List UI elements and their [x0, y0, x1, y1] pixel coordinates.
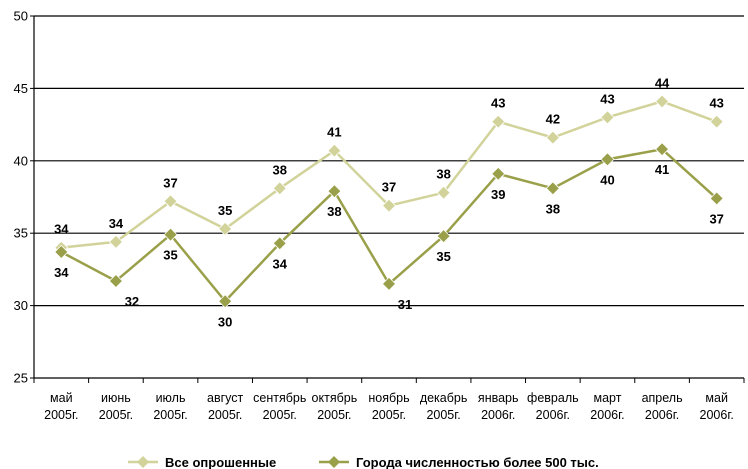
- x-tick-label-year: 2005г.: [317, 408, 351, 422]
- legend: Все опрошенные Города численностью более …: [128, 455, 599, 469]
- legend-label: Все опрошенные: [165, 455, 276, 469]
- x-tick-label-month: май: [50, 391, 73, 405]
- y-tick-label: 30: [14, 298, 28, 313]
- data-point-marker-series-2: [108, 273, 123, 289]
- data-point-marker-series-1: [436, 185, 451, 200]
- data-label-series-2: 30: [218, 314, 232, 329]
- data-point-marker-series-2: [655, 142, 670, 157]
- data-point-marker-series-1: [709, 114, 724, 129]
- data-point-marker-series-1: [272, 181, 287, 196]
- data-label-series-1: 38: [273, 162, 287, 177]
- x-tick-label-month: январь: [478, 391, 519, 405]
- data-label-series-2: 40: [600, 172, 614, 187]
- x-tick-label-month: май: [705, 391, 728, 405]
- y-tick-label: 45: [14, 81, 28, 96]
- legend-swatch-marker: [137, 456, 149, 468]
- x-tick-label-year: 2005г.: [208, 408, 242, 422]
- data-label-series-1: 37: [163, 175, 177, 190]
- x-tick-label-month: июль: [156, 391, 186, 405]
- x-tick-label-year: 2005г.: [44, 408, 78, 422]
- x-tick-label-year: 2006г.: [481, 408, 515, 422]
- x-tick-label-year: 2005г.: [153, 408, 187, 422]
- data-labels: 34 34 37 35 38 41 37 38 43 42 43 44 43 34 32 35 30 34 38 31…: [54, 75, 724, 329]
- data-point-marker-series-1: [381, 198, 397, 213]
- x-tick-label-year: 2006г.: [645, 408, 679, 422]
- data-point-marker-series-2: [218, 294, 233, 309]
- y-tick-label: 35: [14, 226, 28, 241]
- data-label-series-2: 35: [163, 248, 177, 263]
- x-tick-label-year: 2005г.: [99, 408, 133, 422]
- data-label-series-1: 42: [546, 112, 560, 127]
- data-point-marker-series-2: [381, 276, 397, 291]
- data-point-marker-series-1: [327, 143, 342, 158]
- legend-label: Города численностью более 500 тыс.: [356, 455, 599, 469]
- y-tick-label: 50: [14, 9, 28, 24]
- data-label-series-1: 35: [218, 203, 232, 218]
- x-tick-label-year: 2006г.: [700, 408, 734, 422]
- data-label-series-2: 37: [709, 211, 723, 226]
- x-tick-label-month: апрель: [642, 391, 683, 405]
- data-label-series-2: 34: [54, 265, 69, 280]
- data-label-series-1: 37: [382, 180, 396, 195]
- x-tick-label-month: август: [207, 391, 244, 405]
- data-point-marker-series-2: [327, 184, 342, 199]
- data-point-marker-series-2: [163, 227, 178, 242]
- data-point-marker-series-1: [218, 221, 233, 236]
- data-point-marker-series-1: [655, 94, 670, 109]
- data-label-series-1: 34: [109, 216, 124, 231]
- data-label-series-2: 34: [273, 256, 288, 271]
- data-point-marker-series-1: [600, 110, 615, 125]
- data-point-marker-series-1: [491, 114, 506, 129]
- legend-swatch-marker: [328, 456, 340, 468]
- data-label-series-1: 38: [436, 167, 450, 182]
- data-label-series-1: 44: [655, 75, 670, 90]
- series-group: [54, 94, 724, 309]
- axes: 25 30 35 40 45 50 май 2005г. июнь 2005г. июль 2005г…: [14, 9, 745, 422]
- data-label-series-1: 43: [491, 96, 505, 111]
- x-tick-label-month: март: [593, 391, 621, 405]
- y-tick-label: 25: [14, 371, 28, 386]
- x-tick-label-month: июнь: [101, 391, 131, 405]
- data-point-marker-series-2: [545, 181, 560, 196]
- series-line-1: [61, 100, 718, 249]
- x-tick-label-year: 2006г.: [590, 408, 624, 422]
- data-point-marker-series-2: [436, 229, 451, 244]
- data-label-series-1: 34: [54, 222, 69, 237]
- x-tick-label-year: 2006г.: [536, 408, 570, 422]
- data-point-marker-series-1: [545, 130, 560, 145]
- data-point-marker-series-1: [163, 194, 178, 209]
- x-tick-label-month: октябрь: [312, 391, 358, 405]
- x-tick-label-month: сентябрь: [253, 391, 306, 405]
- data-label-series-2: 32: [125, 294, 139, 309]
- x-tick-label-year: 2005г.: [372, 408, 406, 422]
- x-tick-label-month: февраль: [527, 391, 579, 405]
- data-label-series-2: 39: [491, 187, 505, 202]
- data-label-series-1: 43: [709, 96, 723, 111]
- data-point-marker-series-2: [709, 191, 724, 206]
- x-tick-label-month: ноябрь: [368, 391, 409, 405]
- x-tick-label-year: 2005г.: [263, 408, 297, 422]
- data-label-series-1: 43: [600, 91, 614, 106]
- data-label-series-2: 41: [655, 162, 669, 177]
- data-point-marker-series-2: [491, 166, 506, 181]
- data-point-marker-series-1: [108, 234, 123, 249]
- data-point-marker-series-2: [54, 244, 69, 260]
- y-tick-label: 40: [14, 153, 28, 168]
- x-tick-label-year: 2005г.: [426, 408, 460, 422]
- data-label-series-2: 38: [327, 204, 341, 219]
- data-point-marker-series-2: [272, 236, 287, 251]
- data-label-series-2: 35: [436, 249, 450, 264]
- data-label-series-1: 41: [327, 125, 341, 140]
- data-label-series-2: 38: [546, 201, 560, 216]
- x-tick-label-month: декабрь: [420, 391, 468, 405]
- data-point-marker-series-2: [600, 152, 615, 167]
- grid-lines: [34, 15, 744, 307]
- data-label-series-2: 31: [398, 297, 412, 312]
